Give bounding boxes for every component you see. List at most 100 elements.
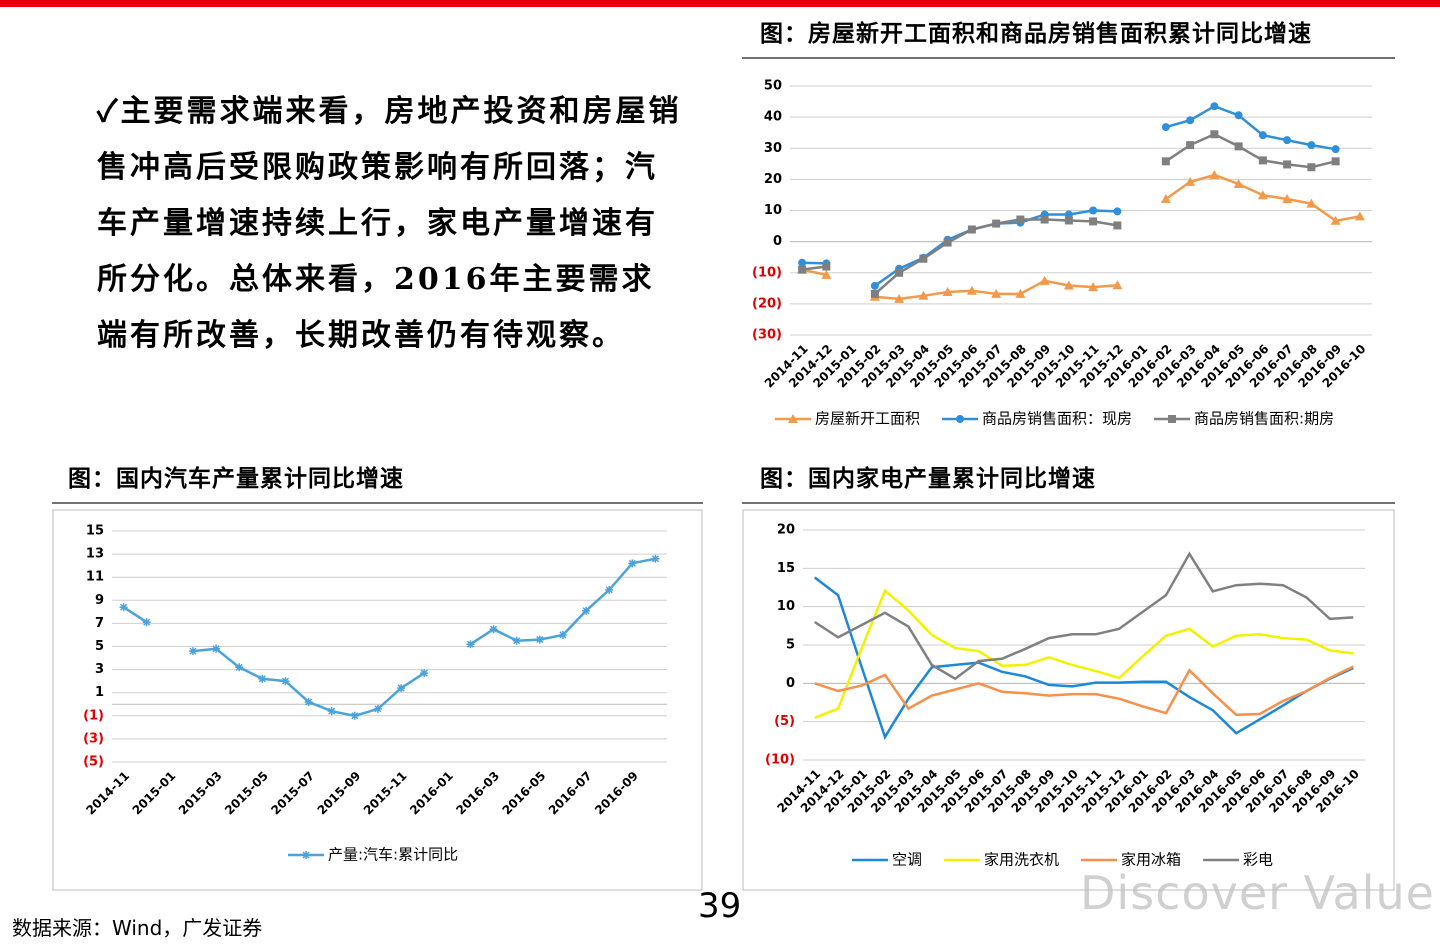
point: [1282, 193, 1293, 203]
series-line: [813, 576, 1354, 740]
y-tick-label: 15: [86, 524, 104, 539]
chart-title: 图：国内家电产量累计同比增速: [760, 465, 1096, 492]
point: [651, 554, 660, 563]
point: [918, 290, 929, 300]
point: [1210, 102, 1219, 111]
point: [1112, 280, 1123, 290]
point: [966, 285, 977, 295]
y-tick-label: 13: [86, 547, 104, 562]
point: [1063, 280, 1074, 290]
point: [582, 606, 591, 615]
point: [1089, 206, 1098, 215]
x-tick-label: 2015-11: [361, 769, 410, 818]
legend-label: 家用洗衣机: [984, 851, 1059, 869]
point: [956, 415, 965, 423]
point: [870, 289, 879, 298]
series-line: [801, 173, 1361, 301]
legend-label: 家用冰箱: [1121, 851, 1181, 869]
point: [1209, 170, 1220, 180]
y-tick-label: 5: [786, 638, 795, 653]
point: [798, 265, 807, 274]
point: [628, 559, 637, 568]
y-tick-label: 20: [777, 523, 795, 538]
y-tick-label: 0: [786, 676, 795, 691]
legend-label: 商品房销售面积:期房: [1194, 410, 1334, 428]
point: [1354, 211, 1365, 221]
point: [821, 269, 832, 279]
source-note: 数据来源：Wind，广发证券: [12, 916, 263, 940]
point: [1331, 145, 1340, 154]
bullet-text: ✓主要需求端来看，房地产投资和房屋销售冲高后受限购政策影响有所回落；汽车产量增速…: [97, 94, 682, 353]
legend-label: 空调: [892, 851, 922, 869]
point: [822, 262, 831, 271]
x-tick-label: 2016-05: [500, 769, 549, 818]
legend-label: 商品房销售面积：现房: [982, 410, 1132, 428]
point: [119, 603, 128, 612]
x-tick-label: 2015-09: [315, 769, 364, 818]
x-tick-label: 2016-01: [407, 769, 456, 818]
x-tick-label: 2015-01: [130, 769, 179, 818]
series-line: [814, 551, 1354, 681]
point: [1234, 111, 1243, 120]
watermark: Discover Value: [1080, 866, 1435, 920]
point: [258, 674, 267, 683]
point: [1257, 190, 1268, 200]
point: [1064, 216, 1073, 225]
y-tick-label: 50: [764, 79, 782, 94]
y-tick-label: (5): [83, 755, 104, 770]
point: [1306, 198, 1317, 208]
legend-label: 产量:汽车:累计同比: [328, 846, 458, 864]
point: [788, 414, 798, 423]
x-tick-label: 2016-07: [546, 769, 595, 818]
y-tick-label: 30: [764, 141, 782, 156]
point: [1113, 221, 1122, 230]
y-tick-label: (30): [752, 328, 782, 343]
point: [1258, 156, 1267, 165]
chart-title: 图：房屋新开工面积和商品房销售面积累计同比增速: [760, 20, 1312, 47]
point: [304, 697, 313, 706]
point: [967, 225, 976, 234]
y-tick-label: 7: [95, 616, 104, 631]
point: [992, 219, 1001, 228]
y-tick-label: 9: [95, 593, 104, 608]
chart-title: 图：国内汽车产量累计同比增速: [68, 465, 404, 492]
point: [212, 644, 221, 653]
y-tick-label: (10): [752, 265, 782, 280]
x-tick-label: 2015-03: [176, 769, 225, 818]
chart-frame: [742, 509, 1395, 891]
point: [870, 281, 879, 290]
y-tick-label: 40: [764, 110, 782, 125]
point: [466, 640, 475, 649]
point: [420, 669, 429, 678]
point: [1307, 141, 1316, 150]
y-tick-label: 10: [764, 203, 782, 218]
y-tick-label: 1: [95, 685, 104, 700]
point: [894, 293, 905, 303]
point: [373, 704, 382, 713]
point: [1161, 123, 1170, 132]
y-tick-label: 15: [777, 561, 795, 576]
point: [1088, 282, 1099, 292]
y-tick-label: 20: [764, 172, 782, 187]
point: [1283, 136, 1292, 145]
point: [991, 288, 1002, 298]
x-tick-label: 2015-05: [222, 769, 271, 818]
point: [1234, 142, 1243, 151]
point: [142, 618, 151, 627]
y-tick-label: 10: [777, 599, 795, 614]
point: [1015, 288, 1026, 298]
top-bar: [0, 0, 1440, 7]
point: [943, 238, 952, 247]
point: [1283, 160, 1292, 169]
point: [235, 663, 244, 672]
point: [1233, 179, 1244, 189]
point: [188, 647, 197, 656]
point: [1331, 157, 1340, 166]
point: [1039, 275, 1050, 285]
point: [1258, 131, 1267, 140]
y-tick-label: (3): [83, 731, 104, 746]
series-line: [802, 104, 1336, 287]
x-tick-label: 2016-09: [592, 769, 641, 818]
point: [919, 254, 928, 263]
